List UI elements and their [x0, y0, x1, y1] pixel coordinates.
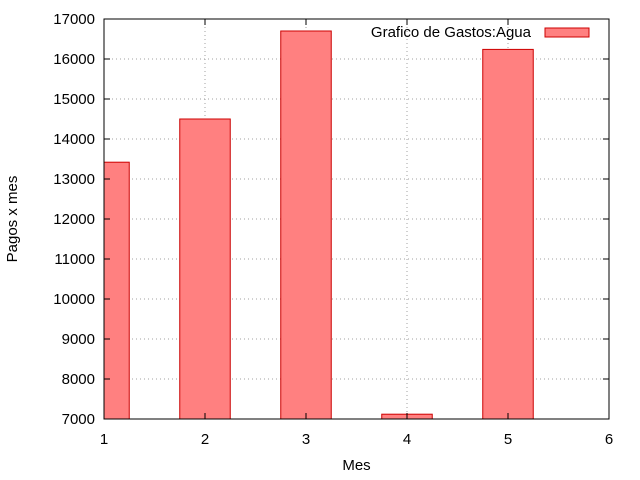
y-tick-label: 11000: [54, 251, 95, 268]
y-tick-label: 15000: [53, 91, 95, 108]
y-tick-label: 8000: [62, 371, 95, 388]
ticks: 7000 8000 9000 10000 11000 12000 13000 14000 150…: [53, 11, 613, 448]
legend: Grafico de Gastos:Agua: [371, 24, 590, 41]
y-tick-label: 14000: [53, 131, 95, 148]
y-tick-label: 16000: [53, 51, 95, 68]
y-tick-label: 7000: [62, 411, 95, 428]
x-tick-label: 5: [504, 431, 512, 448]
y-tick-label: 13000: [53, 171, 95, 188]
legend-label: Grafico de Gastos:Agua: [371, 24, 532, 41]
y-tick-label: 10000: [53, 291, 95, 308]
x-tick-label: 6: [605, 431, 613, 448]
x-tick-label: 1: [100, 431, 108, 448]
bar: [482, 48, 534, 419]
y-tick-label: 12000: [53, 211, 95, 228]
x-tick-label: 3: [302, 431, 310, 448]
x-axis-label: Mes: [342, 457, 370, 474]
x-tick-label: 4: [403, 431, 411, 448]
bar: [104, 161, 130, 419]
legend-swatch: [544, 27, 590, 38]
x-tick-label: 2: [201, 431, 209, 448]
y-axis-label: Pagos x mes: [4, 176, 21, 263]
bars: [104, 30, 534, 419]
y-tick-label: 9000: [62, 331, 95, 348]
bar: [179, 118, 231, 419]
bar: [280, 30, 332, 419]
y-tick-label: 17000: [53, 11, 95, 28]
